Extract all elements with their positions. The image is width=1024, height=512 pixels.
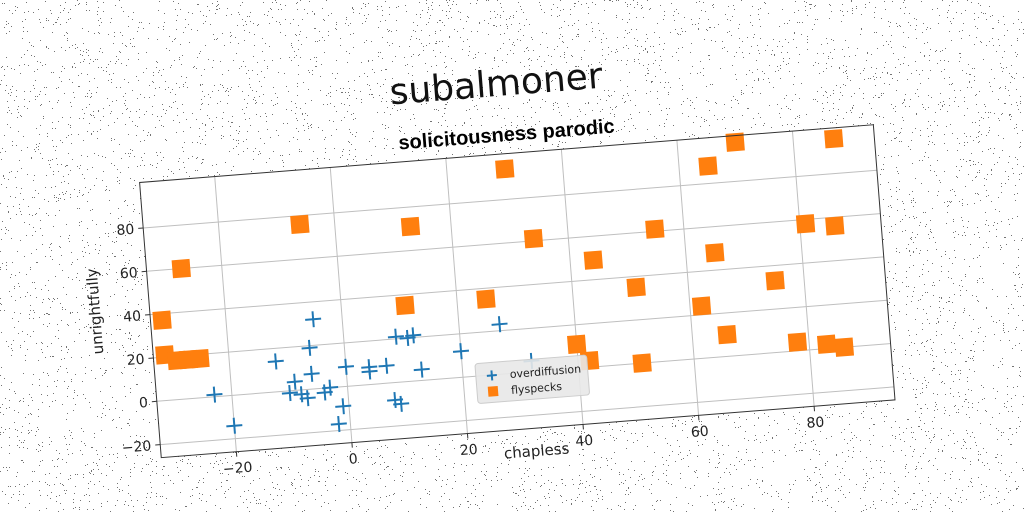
x-tick-label: 60 bbox=[690, 424, 709, 441]
x-tick-label: 20 bbox=[459, 442, 478, 459]
x-tick-label: 0 bbox=[348, 451, 358, 468]
point-flyspecks bbox=[626, 278, 645, 297]
point-flyspecks bbox=[825, 216, 844, 235]
point-flyspecks bbox=[395, 296, 414, 315]
y-tick-label: 20 bbox=[126, 352, 145, 369]
point-flyspecks bbox=[717, 325, 736, 344]
plot-background bbox=[140, 125, 895, 458]
legend: overdiffusion flyspecks bbox=[475, 355, 590, 404]
point-flyspecks bbox=[765, 271, 784, 290]
point-flyspecks bbox=[584, 250, 603, 269]
point-flyspecks bbox=[401, 217, 420, 236]
point-flyspecks bbox=[645, 219, 664, 238]
chart-title: subalmoner bbox=[388, 56, 604, 114]
point-flyspecks bbox=[698, 156, 717, 175]
y-axis-label: unrightfully bbox=[83, 268, 108, 356]
y-tick-label: 40 bbox=[123, 308, 142, 325]
y-tick-label: 0 bbox=[138, 395, 148, 412]
point-flyspecks bbox=[796, 214, 815, 233]
point-flyspecks bbox=[476, 289, 495, 308]
plot-area: −20 0 20 40 60 80 −20 0 20 40 60 80 overdiffusion f… bbox=[101, 122, 897, 485]
point-flyspecks bbox=[692, 296, 711, 315]
x-tick-label: 40 bbox=[575, 433, 594, 450]
point-flyspecks bbox=[290, 215, 309, 234]
point-flyspecks bbox=[788, 332, 807, 351]
point-flyspecks bbox=[152, 311, 171, 330]
point-flyspecks bbox=[524, 229, 543, 248]
point-flyspecks bbox=[495, 159, 514, 178]
point-flyspecks bbox=[835, 338, 854, 357]
point-flyspecks bbox=[567, 335, 586, 354]
x-axis-label: chapless bbox=[503, 439, 570, 462]
x-tick-label: −20 bbox=[222, 460, 253, 478]
point-flyspecks bbox=[817, 335, 836, 354]
x-tick-label: 80 bbox=[806, 415, 825, 432]
legend-marker-flyspecks bbox=[488, 386, 499, 397]
y-tick-label: −20 bbox=[121, 438, 152, 456]
point-flyspecks bbox=[824, 129, 843, 148]
point-flyspecks bbox=[632, 353, 651, 372]
point-flyspecks bbox=[190, 349, 209, 368]
point-flyspecks bbox=[705, 243, 724, 262]
point-flyspecks bbox=[172, 259, 191, 278]
y-tick-label: 80 bbox=[116, 222, 135, 239]
y-tick-label: 60 bbox=[119, 265, 138, 282]
